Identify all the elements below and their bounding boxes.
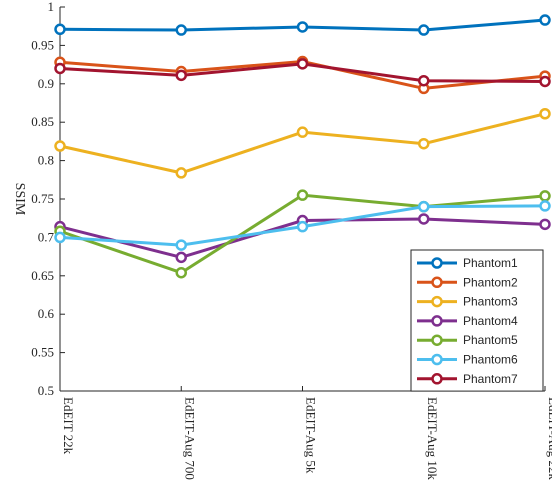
series-line xyxy=(59,112,546,175)
legend-item: Phantom7 xyxy=(417,372,518,386)
data-point xyxy=(539,218,551,231)
data-point xyxy=(539,14,551,26)
legend-label: Phantom3 xyxy=(463,295,518,309)
legend: Phantom1 Phantom2 Phantom3 Phantom4 Phantom5… xyxy=(410,249,544,392)
data-point xyxy=(296,58,309,70)
legend-marker xyxy=(431,257,443,269)
series-phantom7 xyxy=(54,58,551,88)
legend-item: Phantom6 xyxy=(417,353,518,367)
axes: 0.5 0.55 0.6 0.65 0.7 0.75 0.8 0.85 0.9 0.95 1 EdEI… xyxy=(12,0,552,480)
data-point xyxy=(54,140,66,152)
y-tick-label: 0.55 xyxy=(31,345,54,360)
legend-marker xyxy=(431,315,443,327)
data-point xyxy=(175,167,187,179)
data-point xyxy=(418,24,430,36)
legend-item: Phantom5 xyxy=(417,333,518,347)
data-point xyxy=(418,137,430,150)
data-point xyxy=(418,74,430,87)
data-point xyxy=(54,231,66,244)
data-point xyxy=(539,190,551,202)
data-point xyxy=(175,239,187,251)
legend-label: Phantom2 xyxy=(463,275,518,289)
y-tick-label: 0.7 xyxy=(38,229,55,244)
y-tick-label: 0.6 xyxy=(38,306,55,321)
data-point xyxy=(296,126,309,138)
y-tick-label: 0.85 xyxy=(31,114,54,129)
legend-label: Phantom5 xyxy=(463,333,518,347)
legend-marker xyxy=(431,334,443,346)
data-point xyxy=(539,200,551,212)
y-tick-label: 0.8 xyxy=(38,153,54,168)
data-point xyxy=(175,69,187,82)
series-phantom3 xyxy=(54,108,551,179)
y-tick-label: 1 xyxy=(48,0,55,14)
data-point xyxy=(296,189,309,201)
y-tick-label: 0.5 xyxy=(38,383,54,398)
legend-label: Phantom1 xyxy=(463,256,518,270)
data-point xyxy=(175,266,187,279)
legend-label: Phantom7 xyxy=(463,372,518,386)
data-point xyxy=(175,251,187,264)
x-tick-label: EdEIT-Aug 5k xyxy=(304,397,319,474)
x-tick-label: EdEIT-Aug 700 xyxy=(182,397,197,480)
y-axis-label: SSIM xyxy=(12,183,27,216)
legend-label: Phantom6 xyxy=(463,353,518,367)
legend-marker xyxy=(431,353,443,366)
data-point xyxy=(54,62,66,75)
legend-item: Phantom2 xyxy=(417,275,518,289)
y-tick-label: 0.9 xyxy=(38,76,54,91)
data-point xyxy=(296,220,309,233)
data-point xyxy=(539,75,551,88)
series-phantom6 xyxy=(54,200,551,251)
legend-item: Phantom4 xyxy=(417,314,518,328)
x-tick-label: EdEIT-Aug 22k xyxy=(546,397,552,480)
series-phantom1 xyxy=(54,14,551,36)
legend-item: Phantom1 xyxy=(417,256,518,270)
x-tick-label: EdEIT-Aug 10k xyxy=(425,397,440,480)
y-tick-label: 0.65 xyxy=(31,268,54,283)
data-point xyxy=(296,21,309,33)
legend-item: Phantom3 xyxy=(417,295,518,309)
series-phantom4 xyxy=(54,213,551,264)
series-lines xyxy=(54,14,551,279)
data-point xyxy=(418,213,430,225)
legend-label: Phantom4 xyxy=(463,314,518,328)
legend-marker xyxy=(431,373,443,385)
legend-marker xyxy=(431,276,443,289)
data-point xyxy=(539,108,551,120)
legend-marker xyxy=(431,295,443,308)
data-point xyxy=(54,23,66,36)
y-tick-label: 0.95 xyxy=(31,37,54,52)
x-tick-label: EdEIT 22k xyxy=(61,397,76,455)
y-tick-label: 0.75 xyxy=(31,191,54,206)
data-point xyxy=(418,200,430,213)
data-point xyxy=(175,24,187,36)
